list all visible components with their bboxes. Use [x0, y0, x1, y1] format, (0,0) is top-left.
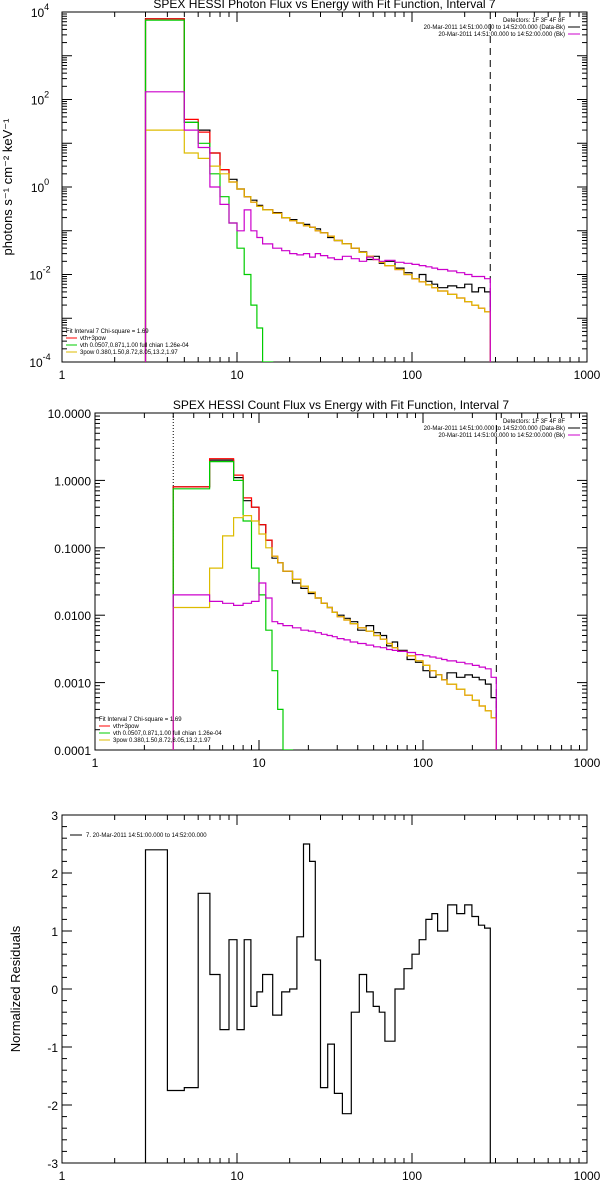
fit-legend-entry: vth+3pow — [80, 336, 107, 342]
series-line-5 — [144, 91, 491, 362]
x-tick-label: 1 — [59, 368, 66, 382]
x-tick-label: 1000 — [574, 756, 600, 770]
chart-title: SPEX HESSI Photon Flux vs Energy with Fi… — [153, 0, 495, 11]
y-tick-label: 102 — [31, 90, 49, 108]
plot-frame — [94, 412, 588, 751]
series-line-2 — [144, 18, 491, 362]
fit-legend-entry: vth+3pow — [113, 724, 140, 730]
plot-frame — [61, 814, 588, 1164]
legend-entry: 20-Mar-2011 14:51:00.000 to 14:52:00.000… — [424, 25, 565, 31]
y-tick-label: 10-2 — [29, 265, 50, 283]
series-line-1 — [144, 18, 491, 362]
y-tick-label: 1 — [51, 925, 58, 939]
fit-legend-entry: Fit Interval 7 Chi-square = 1.69 — [99, 717, 182, 723]
y-tick-label: -1 — [47, 1041, 58, 1055]
data-series-group — [144, 18, 491, 362]
fit-legend-entry: vth 0.0507,0.871,1.00 full chian 1.26e-0… — [113, 731, 222, 737]
y-tick-label: -3 — [47, 1157, 58, 1171]
x-tick-label: 10 — [230, 368, 244, 382]
series-line-3 — [144, 19, 274, 362]
y-tick-exponent: 2 — [44, 90, 49, 100]
y-tick-exponent: -4 — [43, 352, 51, 362]
y-axis-label: photons s⁻¹ cm⁻² keV⁻¹ — [0, 118, 15, 256]
panel-3: 1 10 100 1000 -3 -2 -1 0 1 2 3 Normalized Residuals… — [8, 809, 600, 1183]
series-line-1 — [172, 459, 497, 750]
y-tick-label: 0.1000 — [54, 542, 91, 556]
fit-legend-entry: vth 0.0507,0.871,1.00 full chian 1.26e-0… — [80, 343, 189, 349]
y-tick-label: 3 — [51, 809, 58, 823]
x-tick-label: 1000 — [574, 1169, 600, 1183]
chart-title: SPEX HESSI Count Flux vs Energy with Fit… — [173, 398, 509, 412]
series-line-3 — [172, 461, 294, 750]
x-tick-label: 1000 — [574, 368, 600, 382]
x-tick-label: 10 — [252, 756, 266, 770]
legend-entry: Detectors: 1F 3F 4F 8F — [503, 419, 565, 425]
y-tick-label: 10.0000 — [48, 407, 92, 421]
x-tick-label: 100 — [413, 756, 433, 770]
y-tick-label: 0.0001 — [54, 744, 91, 758]
y-tick-label: 2 — [51, 867, 58, 881]
x-tick-label: 100 — [402, 368, 422, 382]
y-tick-label: 104 — [31, 2, 49, 20]
y-tick-exponent: 4 — [44, 2, 49, 12]
y-tick-label: 100 — [31, 177, 49, 195]
panel-2: SPEX HESSI Count Flux vs Energy with Fit… — [48, 398, 600, 770]
x-tick-label: 10 — [230, 1169, 244, 1183]
x-tick-label: 1 — [59, 1169, 66, 1183]
data-series-group — [144, 843, 491, 1163]
data-series-group — [172, 458, 497, 750]
legend-entry: 20-Mar-2011 14:51:00.000 to 14:52:00.000… — [438, 433, 565, 439]
y-axis-label: Normalized Residuals — [8, 925, 23, 1052]
series-line-1 — [144, 843, 491, 1163]
y-tick-label: 1.0000 — [54, 474, 91, 488]
series-line-4 — [172, 515, 497, 750]
y-tick-label: 10-4 — [29, 352, 50, 370]
y-tick-label: 0 — [51, 983, 58, 997]
x-tick-label: 100 — [402, 1169, 422, 1183]
x-tick-label: 1 — [92, 756, 99, 770]
series-line-4 — [144, 129, 491, 362]
fit-legend-entry: 3pow 0.380,1.50,8.72,8.05,13.2,1.97 — [113, 738, 211, 744]
series-line-2 — [172, 458, 497, 750]
legend-entry: 20-Mar-2011 14:51:00.000 to 14:52:00.000… — [438, 32, 565, 38]
legend-entry: 20-Mar-2011 14:51:00.000 to 14:52:00.000… — [424, 426, 565, 432]
panel-1: SPEX HESSI Photon Flux vs Energy with Fi… — [0, 0, 600, 382]
legend-entry: Detectors: 1F 3F 4F 8F — [503, 18, 565, 24]
plot-frame — [61, 11, 588, 363]
series-line-5 — [172, 582, 497, 750]
y-tick-exponent: -2 — [43, 265, 51, 275]
y-tick-label: -2 — [47, 1099, 58, 1113]
legend-entry: 7. 20-Mar-2011 14:51:00.000 to 14:52:00.… — [86, 833, 207, 839]
fit-legend-entry: Fit Interval 7 Chi-square = 1.69 — [66, 329, 149, 335]
y-tick-label: 0.0100 — [54, 609, 91, 623]
fit-legend-entry: 3pow 0.380,1.50,8.72,8.05,13.2,1.97 — [80, 350, 178, 356]
y-tick-exponent: 0 — [44, 177, 49, 187]
y-tick-label: 0.0010 — [54, 677, 91, 691]
